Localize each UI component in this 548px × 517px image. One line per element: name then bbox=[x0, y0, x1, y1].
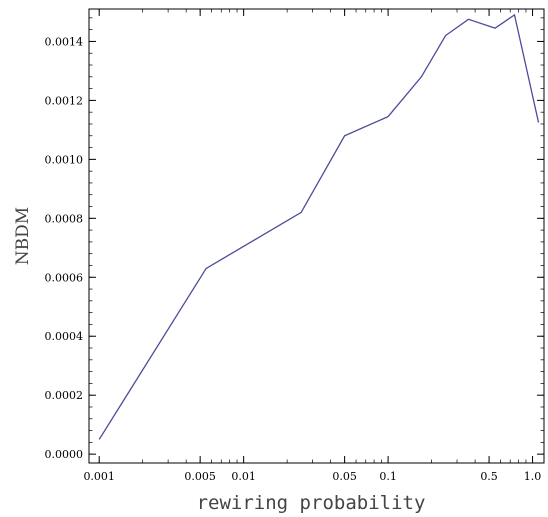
x-tick-label: 0.001 bbox=[83, 470, 115, 483]
x-tick-labels: 0.001 0.005 0.01 0.05 0.1 0.5 1.0 bbox=[83, 470, 541, 483]
x-tick-label: 0.05 bbox=[332, 470, 357, 483]
y-tick-label: 0.0002 bbox=[45, 389, 84, 402]
x-tick-label: 1.0 bbox=[524, 470, 542, 483]
tick-marks bbox=[89, 9, 544, 463]
y-tick-label: 0.0006 bbox=[45, 271, 84, 284]
x-tick-label: 0.1 bbox=[379, 470, 397, 483]
x-tick-label: 0.01 bbox=[231, 470, 256, 483]
y-tick-labels: 0.0000 0.0002 0.0004 0.0006 0.0008 0.0010 0.00… bbox=[45, 35, 84, 461]
y-tick-label: 0.0000 bbox=[45, 448, 84, 461]
plot-frame bbox=[88, 8, 545, 464]
y-tick-label: 0.0008 bbox=[45, 212, 84, 225]
x-axis-label: rewiring probability bbox=[197, 492, 426, 514]
y-tick-label: 0.0014 bbox=[45, 35, 84, 48]
y-tick-label: 0.0004 bbox=[45, 330, 84, 343]
x-tick-label: 0.005 bbox=[184, 470, 216, 483]
y-axis-label: NBDM bbox=[13, 207, 33, 265]
series-line bbox=[98, 13, 540, 440]
y-tick-label: 0.0012 bbox=[45, 94, 84, 107]
x-tick-label: 0.5 bbox=[480, 470, 498, 483]
y-tick-label: 0.0010 bbox=[45, 153, 84, 166]
